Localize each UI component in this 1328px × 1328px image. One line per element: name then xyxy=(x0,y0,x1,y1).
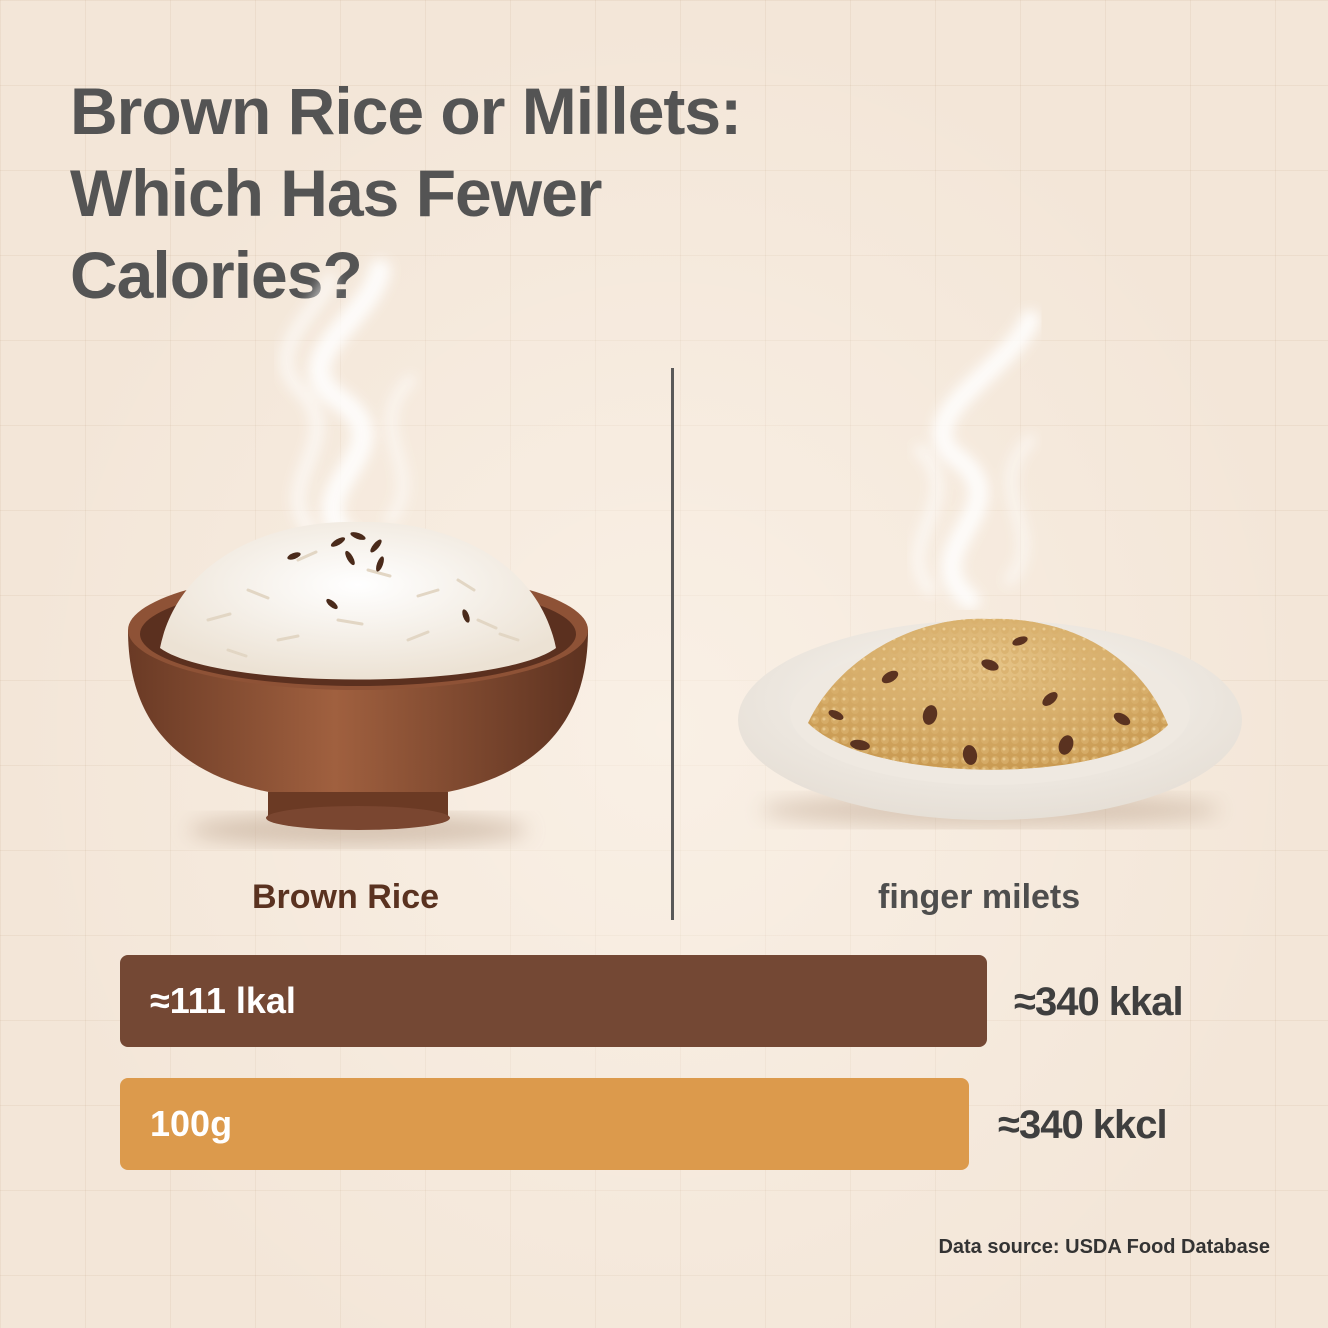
data-source-note: Data source: USDA Food Database xyxy=(938,1236,1270,1258)
millet-calorie-bar: 100g xyxy=(120,1078,969,1170)
title-line-1: Brown Rice or Millets: xyxy=(70,74,742,148)
center-divider xyxy=(671,368,674,920)
steam-right-icon xyxy=(912,310,1040,610)
millet-side-value: ≈340 kkcl xyxy=(998,1103,1168,1147)
rice-calorie-bar: ≈111 lkal xyxy=(120,955,987,1047)
finger-millets-label: finger milets xyxy=(878,878,1081,916)
millet-plate-icon xyxy=(738,618,1242,826)
steam-left-icon xyxy=(279,259,416,550)
title-line-2: Which Has Fewer xyxy=(70,156,602,230)
rice-side-value: ≈340 kkal xyxy=(1014,980,1184,1024)
millet-bar-text: 100g xyxy=(150,1103,233,1144)
page-title: Brown Rice or Millets: Which Has Fewer C… xyxy=(70,70,890,316)
rice-bar-text: ≈111 lkal xyxy=(150,980,296,1021)
title-line-3: Calories? xyxy=(70,238,363,312)
brown-rice-label: Brown Rice xyxy=(252,878,440,916)
rice-bowl-icon xyxy=(128,521,588,846)
